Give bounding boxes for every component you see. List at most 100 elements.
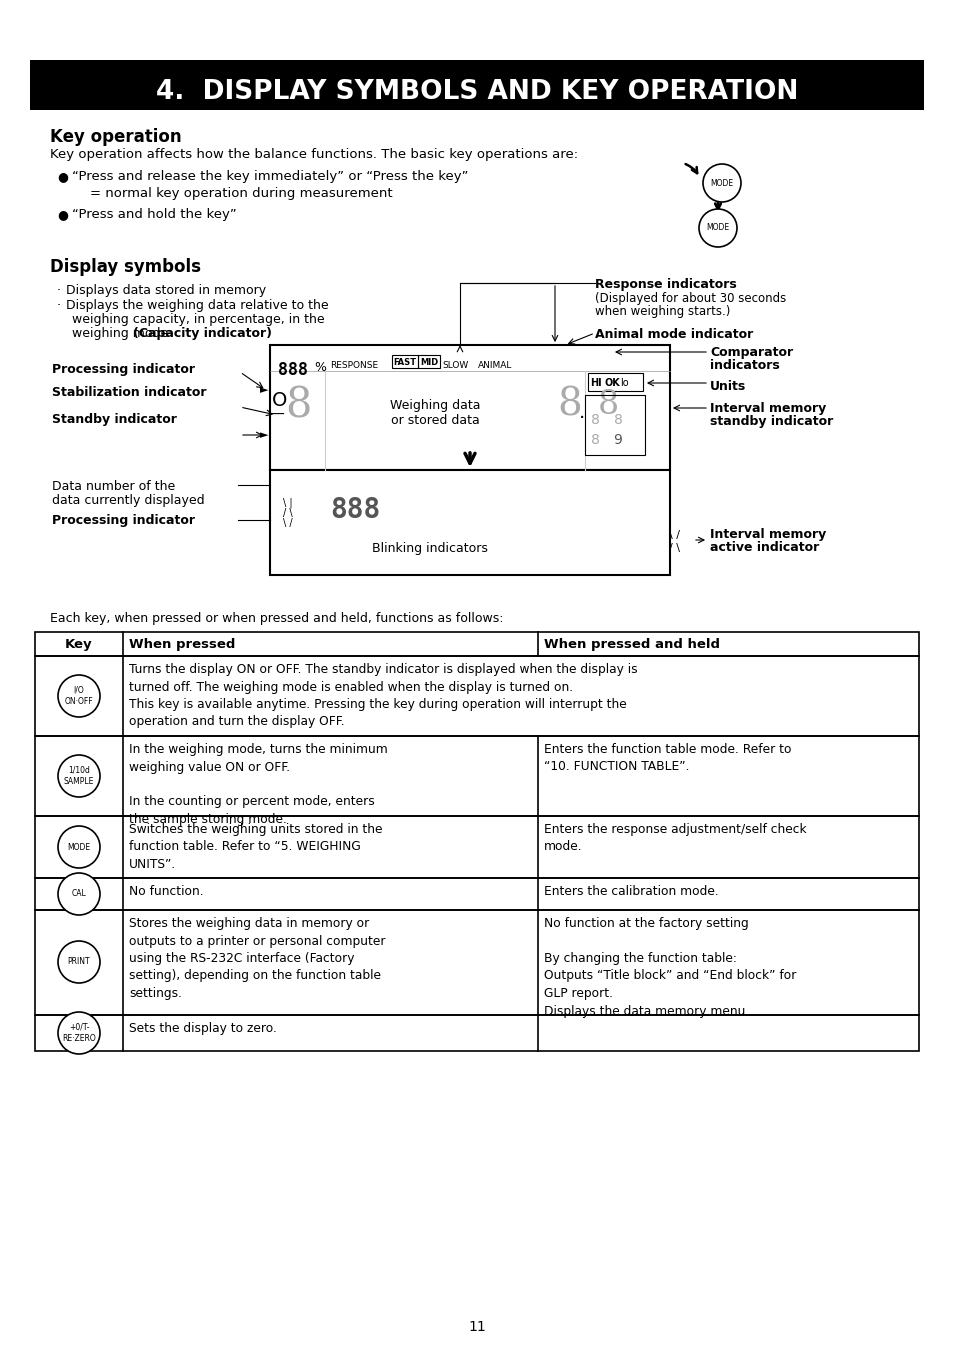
Text: Blinking indicators: Blinking indicators: [372, 541, 487, 555]
Bar: [270, 470, 669, 575]
Text: Key: Key: [65, 639, 92, 651]
Text: (Capacity indicator): (Capacity indicator): [132, 327, 272, 340]
Text: MODE: MODE: [706, 224, 729, 232]
Text: Sets the display to zero.: Sets the display to zero.: [129, 1022, 276, 1035]
Text: MODE: MODE: [68, 842, 91, 852]
Text: Units: Units: [709, 379, 745, 393]
Text: 8: 8: [590, 433, 598, 447]
Bar: [35, 878, 918, 910]
Text: 8: 8: [590, 413, 598, 427]
Text: Standby indicator: Standby indicator: [52, 413, 176, 427]
Text: = normal key operation during measurement: = normal key operation during measuremen…: [90, 188, 393, 200]
Text: weighing mode: weighing mode: [71, 327, 172, 340]
Text: 888: 888: [330, 495, 380, 524]
Text: ●: ●: [57, 170, 68, 184]
Text: Interval memory: Interval memory: [709, 402, 825, 414]
Bar: [35, 632, 918, 656]
Text: Displays data stored in memory: Displays data stored in memory: [66, 284, 266, 297]
Text: 8: 8: [597, 389, 618, 421]
Text: Key operation: Key operation: [50, 128, 181, 146]
Text: Enters the response adjustment/self check
mode.: Enters the response adjustment/self chec…: [543, 824, 806, 853]
Circle shape: [58, 675, 100, 717]
Text: +0/T-
RE·ZERO: +0/T- RE·ZERO: [62, 1023, 95, 1044]
Text: Interval memory: Interval memory: [709, 528, 825, 541]
Text: / \: / \: [283, 508, 293, 518]
Text: “Press and hold the key”: “Press and hold the key”: [71, 208, 236, 221]
Text: 1/10d
SAMPLE: 1/10d SAMPLE: [64, 765, 94, 786]
Text: ►: ►: [259, 385, 268, 396]
Text: ·: ·: [57, 298, 61, 312]
Text: lo: lo: [619, 378, 628, 387]
Text: Key operation affects how the balance functions. The basic key operations are:: Key operation affects how the balance fu…: [50, 148, 578, 161]
Text: / \: / \: [668, 543, 679, 554]
Text: Data number of the: Data number of the: [52, 481, 175, 493]
Text: When pressed: When pressed: [129, 639, 235, 651]
Text: \ /: \ /: [283, 518, 293, 528]
Circle shape: [58, 941, 100, 983]
Text: Enters the calibration mode.: Enters the calibration mode.: [543, 886, 718, 898]
Text: SLOW: SLOW: [441, 360, 468, 370]
Circle shape: [58, 873, 100, 915]
Text: RESPONSE: RESPONSE: [330, 360, 377, 370]
Text: Each key, when pressed or when pressed and held, functions as follows:: Each key, when pressed or when pressed a…: [50, 612, 503, 625]
Text: Displays the weighing data relative to the: Displays the weighing data relative to t…: [66, 298, 328, 312]
Text: 8: 8: [558, 386, 581, 424]
Text: —: —: [270, 408, 284, 423]
Text: Display symbols: Display symbols: [50, 258, 201, 275]
Text: “Press and release the key immediately” or “Press the key”: “Press and release the key immediately” …: [71, 170, 468, 184]
Text: standby indicator: standby indicator: [709, 414, 832, 428]
Text: MID: MID: [419, 358, 437, 367]
Text: ·: ·: [57, 284, 61, 297]
Text: 8: 8: [285, 383, 311, 427]
Text: Turns the display ON or OFF. The standby indicator is displayed when the display: Turns the display ON or OFF. The standby…: [129, 663, 637, 729]
Circle shape: [699, 209, 737, 247]
Text: active indicator: active indicator: [709, 541, 819, 554]
Text: Animal mode indicator: Animal mode indicator: [595, 328, 753, 342]
Text: Stabilization indicator: Stabilization indicator: [52, 386, 206, 398]
Text: .: .: [578, 404, 584, 423]
Bar: [30, 59, 923, 109]
Text: when weighing starts.): when weighing starts.): [595, 305, 730, 319]
Bar: [417, 355, 439, 369]
Text: MODE: MODE: [710, 178, 733, 188]
Text: Weighing data: Weighing data: [390, 398, 479, 412]
Bar: [35, 736, 918, 815]
Text: OK: OK: [604, 378, 620, 387]
Circle shape: [702, 163, 740, 202]
Text: 11: 11: [468, 1320, 485, 1334]
Text: Processing indicator: Processing indicator: [52, 363, 194, 377]
Text: 9: 9: [613, 433, 621, 447]
Text: Processing indicator: Processing indicator: [52, 514, 194, 526]
Text: Stores the weighing data in memory or
outputs to a printer or personal computer
: Stores the weighing data in memory or ou…: [129, 917, 385, 1000]
Text: HI: HI: [589, 378, 601, 387]
Text: ●: ●: [57, 208, 68, 221]
Circle shape: [58, 1012, 100, 1054]
Text: \ |: \ |: [283, 498, 293, 509]
Text: In the weighing mode, turns the minimum
weighing value ON or OFF.

In the counti: In the weighing mode, turns the minimum …: [129, 743, 387, 826]
Text: CAL: CAL: [71, 890, 87, 899]
Text: indicators: indicators: [709, 359, 779, 373]
Text: 4.  DISPLAY SYMBOLS AND KEY OPERATION: 4. DISPLAY SYMBOLS AND KEY OPERATION: [155, 80, 798, 105]
Text: I/O
ON·OFF: I/O ON·OFF: [65, 686, 93, 706]
Text: or stored data: or stored data: [390, 413, 478, 427]
Text: No function at the factory setting

By changing the function table:
Outputs “Tit: No function at the factory setting By ch…: [543, 917, 796, 1018]
Text: weighing capacity, in percentage, in the: weighing capacity, in percentage, in the: [71, 313, 324, 325]
Text: (Displayed for about 30 seconds: (Displayed for about 30 seconds: [595, 292, 785, 305]
Bar: [392, 355, 417, 369]
Text: No function.: No function.: [129, 886, 203, 898]
Text: Comparator: Comparator: [709, 346, 792, 359]
Text: PRINT: PRINT: [68, 957, 91, 967]
Bar: [35, 1015, 918, 1052]
Text: 8: 8: [613, 413, 621, 427]
Text: 888: 888: [277, 360, 308, 379]
Bar: [587, 373, 642, 391]
Text: Enters the function table mode. Refer to
“10. FUNCTION TABLE”.: Enters the function table mode. Refer to…: [543, 743, 791, 774]
Circle shape: [58, 755, 100, 796]
Bar: [584, 396, 644, 455]
Text: Switches the weighing units stored in the
function table. Refer to “5. WEIGHING
: Switches the weighing units stored in th…: [129, 824, 382, 871]
Bar: [270, 346, 669, 470]
Text: data currently displayed: data currently displayed: [52, 494, 204, 508]
Bar: [35, 910, 918, 1015]
Bar: [35, 815, 918, 878]
Text: ►: ►: [259, 431, 268, 440]
